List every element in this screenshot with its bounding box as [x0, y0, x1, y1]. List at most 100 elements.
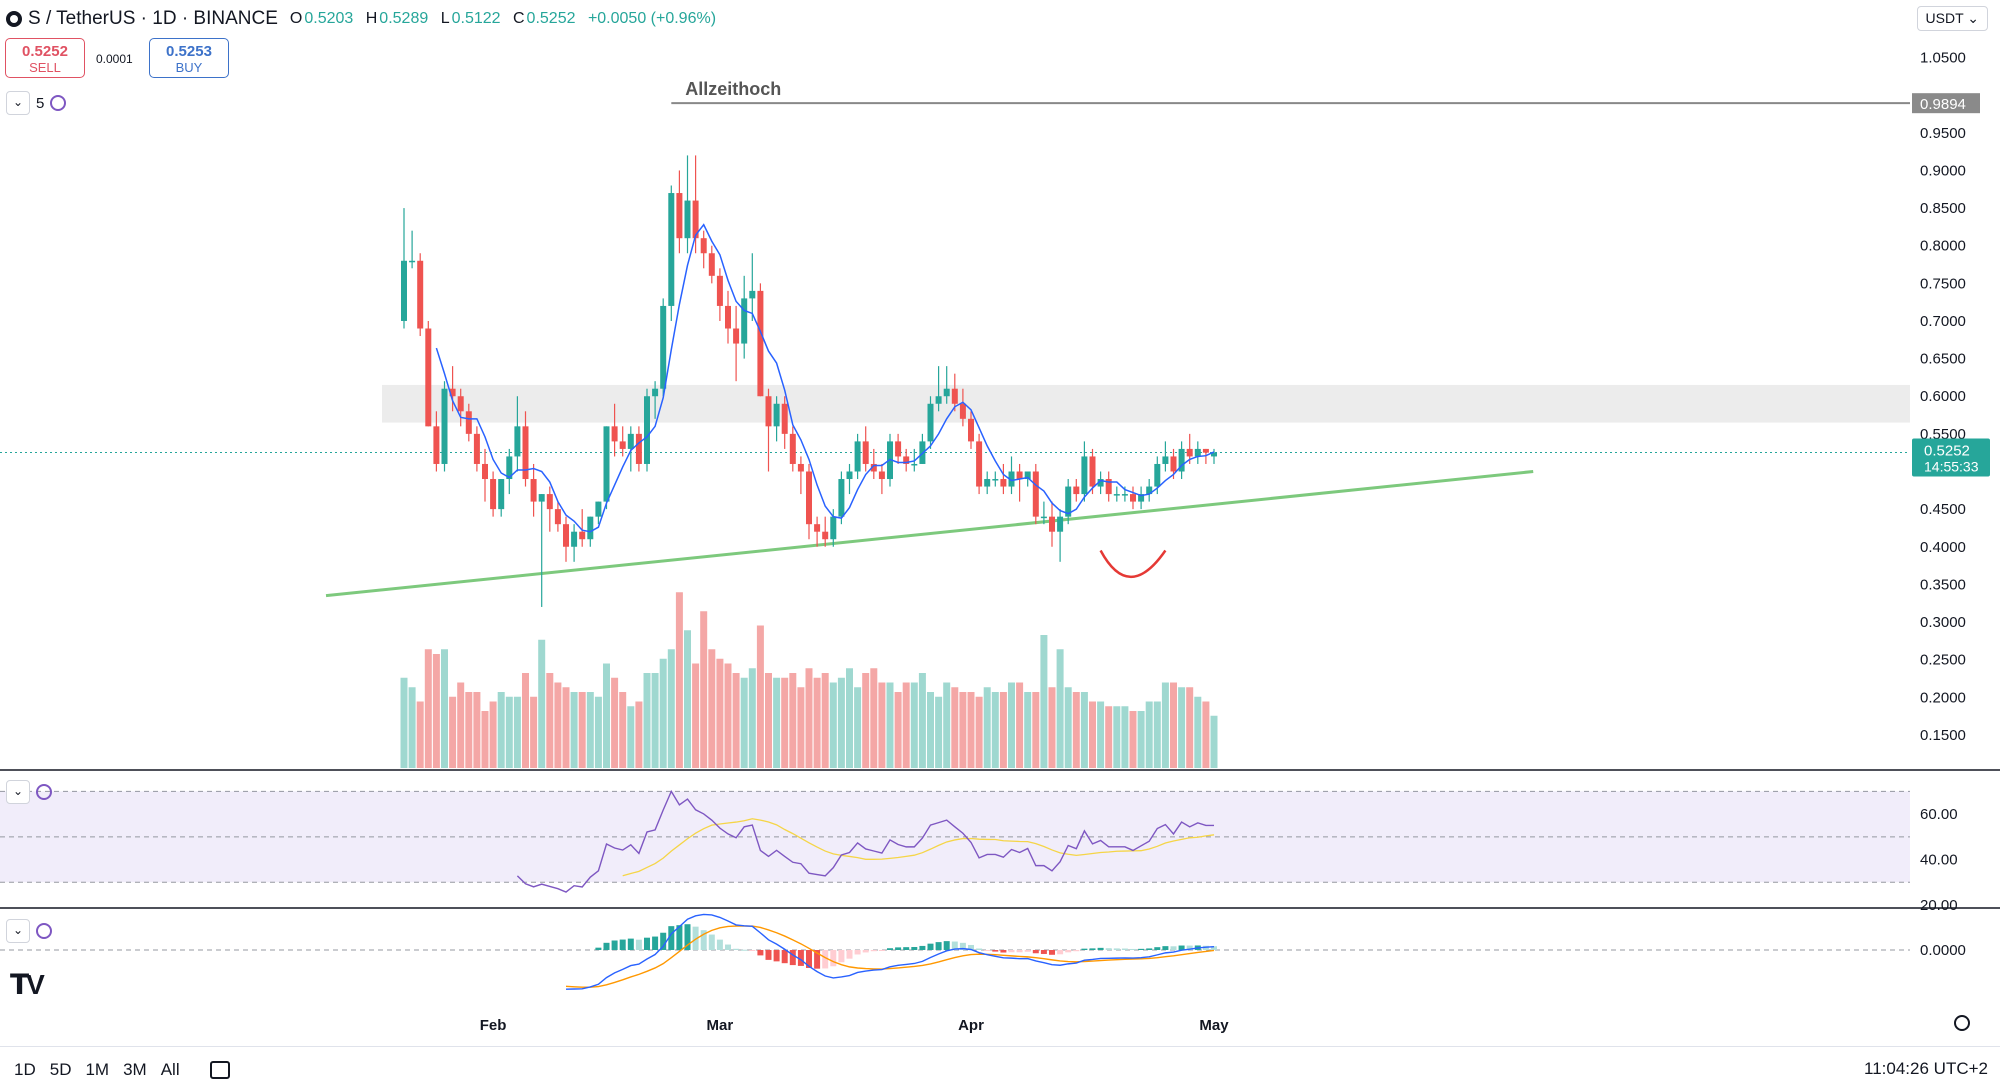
- volume-bar: [821, 673, 829, 768]
- candle: [935, 396, 942, 404]
- high-value: 0.5289: [379, 10, 429, 27]
- macd-histogram-bar: [781, 950, 788, 964]
- candle: [1089, 456, 1096, 487]
- rsi-controls: ⌄: [6, 780, 52, 804]
- volume-bar: [1170, 682, 1177, 768]
- candle: [619, 441, 626, 449]
- close-label: C: [512, 10, 525, 27]
- candle: [943, 388, 950, 397]
- candle: [797, 463, 804, 472]
- macd-histogram-bar: [1138, 948, 1145, 950]
- macd-histogram-bar: [822, 950, 829, 969]
- macd-histogram-bar: [741, 949, 748, 951]
- sync-icon[interactable]: [36, 784, 52, 800]
- volume-bar: [740, 677, 748, 768]
- macd-histogram-bar: [830, 950, 837, 967]
- macd-histogram-bar: [1186, 945, 1193, 950]
- candle: [1154, 463, 1161, 487]
- macd-histogram-bar: [611, 940, 618, 950]
- volume-bar: [1056, 649, 1064, 768]
- candle: [635, 433, 642, 464]
- chevron-down-icon[interactable]: ⌄: [6, 91, 30, 115]
- macd-histogram-bar: [797, 950, 804, 966]
- candle: [992, 479, 999, 481]
- gear-icon[interactable]: [1954, 1015, 1970, 1031]
- candle: [1081, 456, 1088, 495]
- currency-select[interactable]: USDT ⌄: [1916, 6, 1988, 31]
- chevron-down-icon[interactable]: ⌄: [6, 780, 30, 804]
- candle: [976, 441, 983, 487]
- candle: [1065, 486, 1072, 517]
- timeframe-5d[interactable]: 5D: [49, 1059, 72, 1079]
- candle: [781, 403, 788, 434]
- macd-tick-label: 0.0000: [1920, 942, 1966, 959]
- candle: [417, 260, 424, 329]
- macd-histogram-bar: [992, 950, 999, 952]
- macd-histogram-bar: [814, 950, 821, 969]
- candle: [725, 305, 731, 329]
- indicator-controls: ⌄ 5: [6, 91, 67, 115]
- macd-histogram-bar: [1121, 948, 1128, 950]
- buy-button[interactable]: 0.5253 BUY: [149, 38, 229, 78]
- sync-icon[interactable]: [36, 923, 52, 939]
- timeframe-1d[interactable]: 1D: [14, 1059, 36, 1079]
- candle: [741, 298, 748, 344]
- macd-histogram-bar: [903, 947, 910, 950]
- candle: [959, 403, 966, 419]
- x-tick-label: Feb: [480, 1017, 507, 1034]
- volume-bar: [675, 592, 683, 768]
- x-tick-label: Apr: [958, 1017, 984, 1034]
- volume-bar: [1121, 706, 1129, 768]
- candle: [603, 426, 610, 502]
- volume-bar: [400, 677, 408, 768]
- sell-button[interactable]: 0.5252 SELL: [5, 38, 85, 78]
- candle: [538, 494, 545, 502]
- volume-bar: [1016, 682, 1024, 768]
- macd-histogram-bar: [1016, 950, 1023, 953]
- rsi-tick-label: 40.00: [1920, 852, 1958, 869]
- candle: [425, 328, 432, 427]
- volume-bar: [1040, 635, 1048, 768]
- calendar-icon[interactable]: [209, 1060, 230, 1079]
- spread-value: 0.0001: [96, 52, 133, 66]
- macd-histogram-bar: [984, 950, 991, 951]
- timeframe-all[interactable]: All: [160, 1059, 180, 1079]
- timeframe-3m[interactable]: 3M: [123, 1059, 147, 1079]
- volume-bar: [959, 692, 967, 768]
- volume-bar: [408, 687, 416, 768]
- candle: [433, 426, 440, 464]
- volume-bar: [684, 630, 691, 768]
- interval-value[interactable]: 5: [36, 94, 45, 112]
- volume-bar: [432, 654, 440, 768]
- chevron-down-icon[interactable]: ⌄: [6, 919, 30, 943]
- candle: [716, 275, 723, 306]
- volume-bar: [546, 673, 554, 768]
- candle: [749, 290, 756, 299]
- symbol-title[interactable]: S / TetherUS · 1D · BINANCE: [28, 8, 278, 29]
- macd-histogram-bar: [951, 941, 958, 950]
- buy-price: 0.5253: [166, 43, 212, 60]
- sync-icon[interactable]: [50, 95, 67, 111]
- timeframe-1m[interactable]: 1M: [85, 1059, 110, 1079]
- macd-histogram-bar: [878, 950, 885, 951]
- candle: [563, 524, 569, 547]
- volume-bar: [918, 673, 926, 768]
- volume-bar: [659, 658, 667, 768]
- macd-histogram-bar: [935, 942, 942, 950]
- candle: [822, 531, 829, 540]
- volume-bar: [862, 673, 870, 768]
- candle: [587, 516, 594, 540]
- candle: [1016, 471, 1023, 480]
- candle: [1024, 471, 1031, 480]
- volume-bar: [513, 696, 521, 768]
- volume-bar: [991, 692, 999, 768]
- volume-bar: [935, 696, 943, 768]
- bottom-annotation-arc: [1099, 549, 1167, 578]
- candle: [684, 200, 691, 239]
- y-tick-label: 1.0500: [1920, 50, 1966, 67]
- countdown-label: 14:55:33: [1924, 459, 1979, 475]
- candle: [449, 388, 456, 397]
- candle: [482, 463, 488, 480]
- clock: 11:04:26 UTC+2: [1864, 1059, 1988, 1078]
